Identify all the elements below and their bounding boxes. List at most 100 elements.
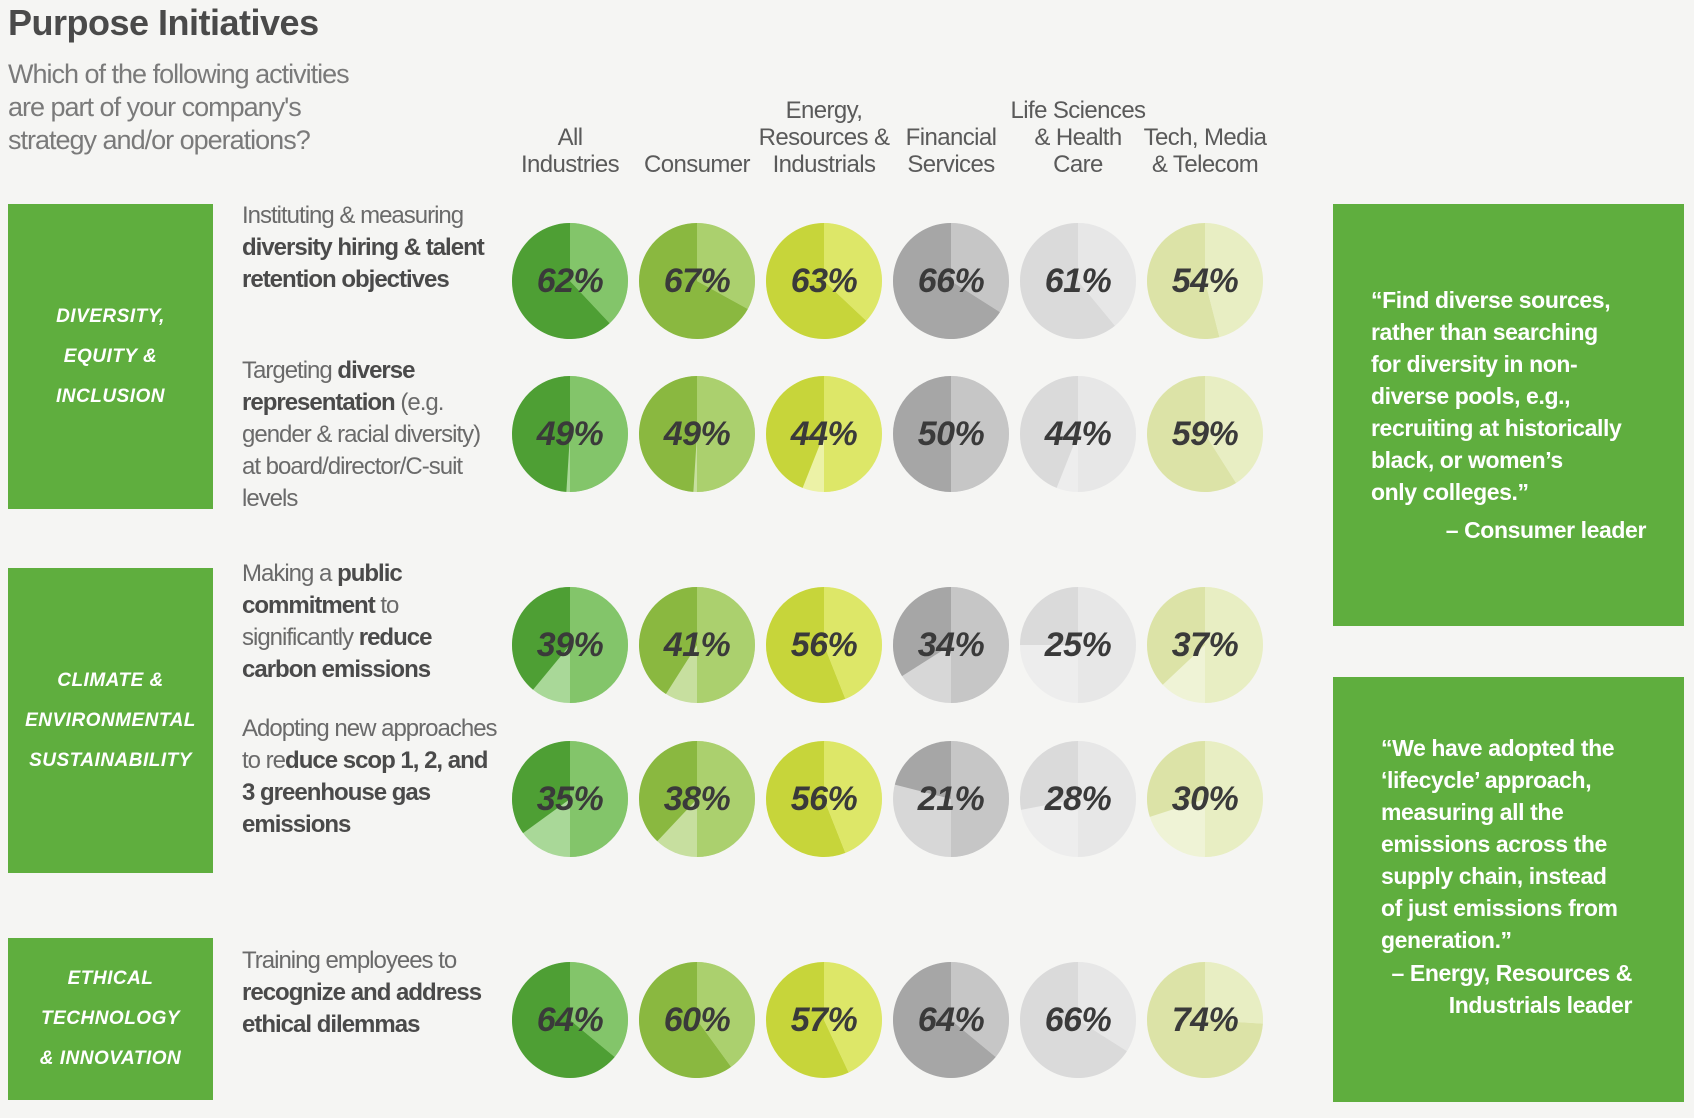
- pie-chart: [639, 587, 755, 703]
- pie-slice: [638, 376, 697, 492]
- pie-slice: [1147, 962, 1263, 1078]
- activity-description: Making a public commitment to significan…: [242, 560, 432, 683]
- pie-slice-light: [824, 962, 882, 1073]
- pie-slice: [893, 587, 951, 677]
- quote-box-consumer: “Find diverse sources, rather than searc…: [1333, 204, 1684, 626]
- pie-chart: [766, 587, 883, 703]
- pie-slice-light: [1205, 741, 1263, 857]
- column-header: All Industries: [520, 124, 620, 178]
- pie-chart: [1020, 962, 1137, 1078]
- pie-slice: [766, 587, 846, 703]
- pie-chart: [1020, 587, 1136, 703]
- pie-slice-light: [1078, 587, 1136, 703]
- pie-chart: [639, 741, 755, 857]
- pie-slice-light: [570, 962, 629, 1057]
- pie-chart: [893, 587, 1009, 703]
- pie-slice: [1147, 223, 1220, 339]
- category-label: ETHICAL TECHNOLOGY & INNOVATION: [39, 968, 182, 1069]
- pie-chart: [639, 962, 756, 1078]
- pie-slice: [639, 741, 697, 842]
- pie-slice-light: [570, 741, 628, 857]
- pie-slice-light: [824, 223, 882, 321]
- pie-chart: [765, 223, 882, 339]
- category-label: CLIMATE & ENVIRONMENTAL SUSTAINABILITY: [25, 669, 196, 771]
- pie-slice-light: [824, 741, 883, 853]
- pie-slice-light: [951, 962, 1009, 1057]
- pie-slice: [765, 223, 867, 339]
- pie-slice-light: [697, 741, 755, 857]
- pie-slice-light: [570, 587, 628, 703]
- pie-slice-light: [697, 587, 755, 703]
- pie-chart: [1147, 223, 1263, 339]
- pie-slice-light: [1078, 962, 1137, 1052]
- pie-slice: [766, 741, 846, 857]
- pie-slice-light: [570, 376, 628, 492]
- pie-slice: [892, 223, 1000, 340]
- pie-slice-light: [1078, 376, 1136, 492]
- pie-slice: [1147, 741, 1205, 817]
- survey-question: Which of the following activities are pa…: [8, 59, 350, 155]
- pie-chart: [1147, 741, 1263, 857]
- pie-slice: [1020, 376, 1078, 488]
- pie-slice: [639, 223, 748, 340]
- pie-slice: [1020, 223, 1115, 340]
- pie-chart: [1147, 962, 1263, 1078]
- pie-slice-light: [951, 741, 1009, 857]
- quote-attribution: – Consumer leader: [1445, 517, 1647, 543]
- quote-box-energy: “We have adopted the ‘lifecycle’ approac…: [1333, 677, 1684, 1102]
- pie-slice: [512, 587, 570, 690]
- activity-description: Instituting & measuring diversity hiring…: [242, 202, 485, 293]
- pie-slice-light: [697, 223, 755, 309]
- pie-chart: [511, 376, 628, 492]
- pie-slice-light: [824, 587, 883, 699]
- pie-chart: [766, 962, 882, 1078]
- pie-chart: [512, 223, 628, 339]
- quote-attribution: – Energy, Resources & Industrials leader: [1391, 960, 1633, 1018]
- pie-chart: [766, 376, 882, 492]
- pie-slice: [894, 741, 951, 799]
- pie-chart: [766, 741, 883, 857]
- pie-slice: [639, 587, 697, 694]
- pie-slice-light: [1205, 587, 1263, 703]
- pie-slice-light: [1205, 962, 1263, 1024]
- pie-slice: [1020, 962, 1127, 1078]
- pie-slice-light: [951, 223, 1009, 313]
- pie-slice-light: [824, 376, 882, 492]
- pie-slice-light: [697, 376, 755, 492]
- pie-slice-light: [1078, 741, 1136, 857]
- pie-chart: [893, 741, 1009, 857]
- pie-slice: [511, 376, 570, 492]
- pie-slice-light: [951, 376, 1009, 492]
- category-box: CLIMATE & ENVIRONMENTAL SUSTAINABILITY: [8, 568, 213, 873]
- category-label: DIVERSITY, EQUITY & INCLUSION: [56, 305, 165, 407]
- pie-chart: [512, 741, 628, 857]
- pie-slice: [893, 962, 996, 1078]
- category-box: DIVERSITY, EQUITY & INCLUSION: [8, 204, 213, 509]
- pie-chart: [1020, 741, 1136, 857]
- column-header: Financial Services: [905, 124, 997, 178]
- pie-slice: [766, 376, 824, 488]
- pie-slice: [1020, 741, 1078, 810]
- pie-chart: [1146, 587, 1263, 703]
- pie-slice: [512, 741, 570, 834]
- pie-slice-light: [951, 587, 1009, 703]
- pie-chart: [512, 587, 628, 703]
- activity-description: Targeting diverse representation (e.g. g…: [242, 357, 481, 512]
- pie-chart: [1147, 376, 1263, 492]
- pie-slice: [766, 962, 849, 1078]
- pie-chart: [512, 962, 629, 1078]
- pie-slice-light: [570, 223, 628, 324]
- activity-description: Adopting new approaches to reduce scop 1…: [242, 715, 498, 838]
- column-header: Life Sciences & Health Care: [1010, 97, 1147, 178]
- page-title: Purpose Initiatives: [8, 2, 319, 43]
- pie-slice-light: [1205, 376, 1263, 483]
- column-header: Consumer: [644, 151, 751, 178]
- pie-chart: [893, 376, 1009, 492]
- pie-slice: [512, 223, 610, 339]
- column-header: Tech, Media & Telecom: [1143, 124, 1267, 178]
- pie-chart: [1020, 376, 1136, 492]
- category-box: ETHICAL TECHNOLOGY & INNOVATION: [8, 938, 213, 1100]
- pie-slice: [1146, 587, 1205, 685]
- pie-slice-light: [1078, 223, 1136, 326]
